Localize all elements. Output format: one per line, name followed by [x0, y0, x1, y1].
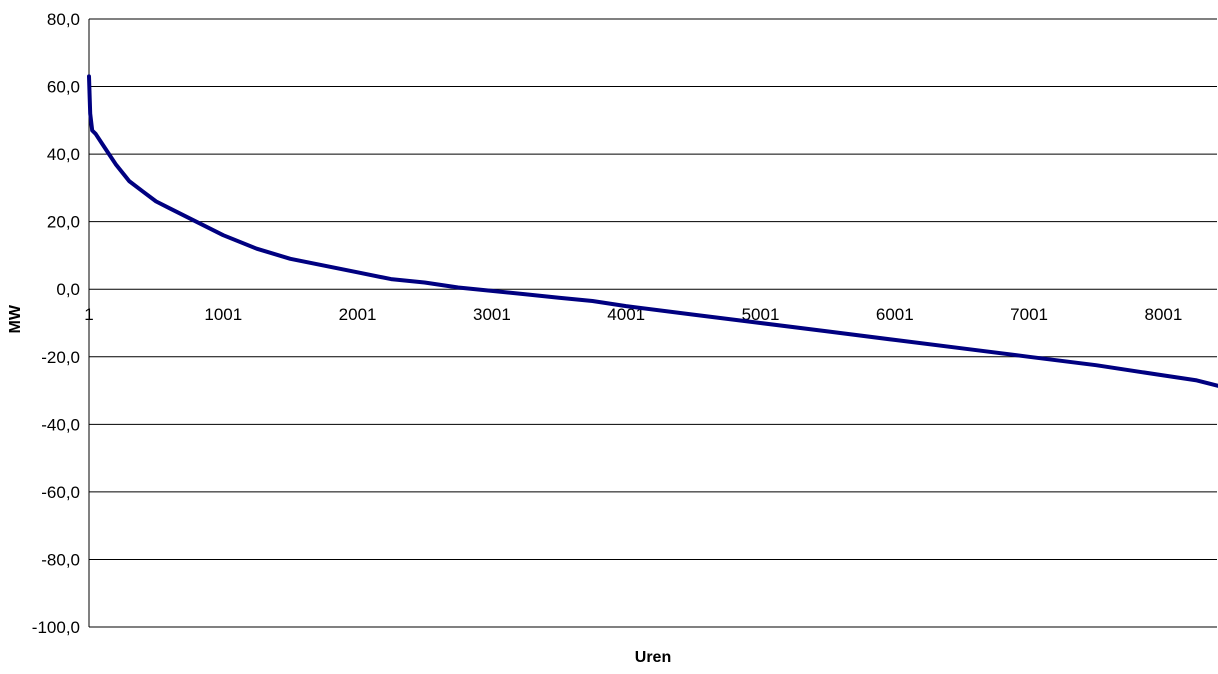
x-tick-label: 7001 — [1010, 305, 1048, 324]
y-tick-label: -40,0 — [41, 415, 80, 434]
x-tick-label: 3001 — [473, 305, 511, 324]
y-tick-label: -60,0 — [41, 483, 80, 502]
x-tick-label: 1001 — [204, 305, 242, 324]
x-tick-label: 5001 — [742, 305, 780, 324]
y-tick-label: -20,0 — [41, 348, 80, 367]
y-tick-label: -100,0 — [32, 618, 80, 637]
y-tick-label: 0,0 — [56, 280, 80, 299]
y-tick-labels: 80,0 60,0 40,0 20,0 0,0 -20,0 -40,0 -60,0 -80,0 -… — [32, 10, 80, 637]
x-tick-label: 4001 — [607, 305, 645, 324]
y-tick-label: 60,0 — [47, 78, 80, 97]
x-tick-label: 6001 — [876, 305, 914, 324]
y-tick-label: -80,0 — [41, 550, 80, 569]
x-tick-label: 2001 — [339, 305, 377, 324]
x-tick-labels: 1 1001 2001 3001 4001 5001 6001 7001 8001 — [84, 305, 1182, 324]
x-axis-title: Uren — [635, 649, 671, 666]
x-tick-label: 8001 — [1144, 305, 1182, 324]
y-tick-label: 40,0 — [47, 145, 80, 164]
gridlines — [89, 18, 1217, 628]
series-layer — [87, 74, 1218, 388]
y-tick-label: 20,0 — [47, 213, 80, 232]
y-tick-label: 80,0 — [47, 10, 80, 29]
series-line — [87, 74, 1218, 388]
x-tick-label: 1 — [84, 305, 93, 324]
y-axis-title: MW — [7, 304, 24, 333]
